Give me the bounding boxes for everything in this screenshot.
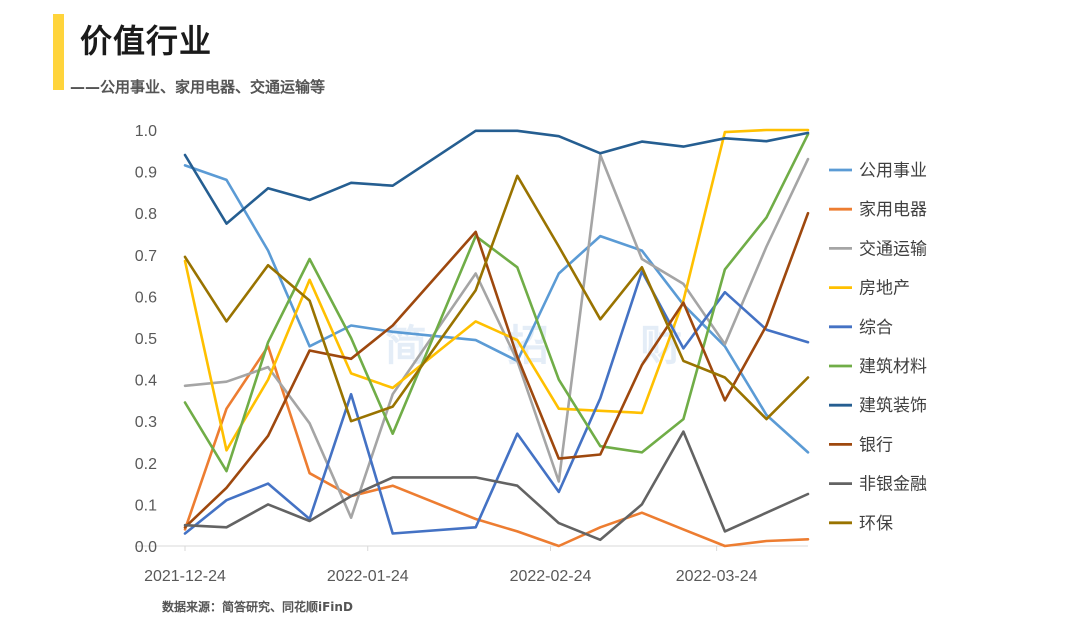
- series-line-房地产: [183, 128, 810, 452]
- series-line-家用电器: [183, 344, 810, 548]
- series-line-建筑装饰: [183, 129, 810, 225]
- legend-label: 建筑装饰: [859, 396, 927, 416]
- x-tick-label: 2022-02-24: [510, 568, 592, 585]
- legend-label: 综合: [859, 318, 893, 338]
- series-line-银行: [183, 211, 810, 529]
- y-tick-label: 0.0: [135, 539, 157, 556]
- legend-label: 公用事业: [859, 161, 927, 181]
- y-tick-label: 0.9: [135, 165, 157, 182]
- x-tick-label: 2021-12-24: [144, 568, 226, 585]
- y-tick-label: 1.0: [135, 123, 157, 140]
- y-tick-label: 0.2: [135, 456, 157, 473]
- chart-series: [183, 128, 810, 548]
- page-title: 价值行业: [80, 22, 213, 60]
- x-tick-label: 2022-03-24: [676, 568, 758, 585]
- y-tick-label: 0.4: [135, 373, 157, 390]
- legend-label: 非银金融: [859, 475, 927, 495]
- legend-label: 房地产: [859, 279, 910, 299]
- y-tick-label: 0.3: [135, 414, 157, 431]
- series-line-非银金融: [183, 430, 810, 542]
- x-tick-label: 2022-01-24: [327, 568, 409, 585]
- legend-label: 交通运输: [859, 239, 927, 259]
- y-tick-label: 0.7: [135, 248, 157, 265]
- page-subtitle: ——公用事业、家用电器、交通运输等: [70, 78, 326, 96]
- series-line-综合: [183, 270, 810, 535]
- series-line-建筑材料: [183, 132, 810, 473]
- y-tick-label: 0.8: [135, 206, 157, 223]
- legend-label: 家用电器: [859, 200, 927, 220]
- data-source-note: 数据来源：简答研究、同花顺iFinD: [162, 600, 353, 614]
- y-tick-label: 0.6: [135, 289, 157, 306]
- chart-axes: 0.0 0.1 0.2 0.3 0.4 0.5 0.6 0.7 0.8 0.9 1.0 2021-12…: [135, 123, 808, 585]
- y-tick-label: 0.5: [135, 331, 157, 348]
- legend-label: 环保: [859, 514, 893, 534]
- watermark-glyph: 简: [385, 321, 427, 370]
- series-line-环保: [183, 174, 810, 423]
- legend-label: 银行: [859, 435, 893, 455]
- y-tick-label: 0.1: [135, 497, 157, 514]
- legend-label: 建筑材料: [859, 357, 927, 377]
- title-accent-bar: [53, 14, 64, 90]
